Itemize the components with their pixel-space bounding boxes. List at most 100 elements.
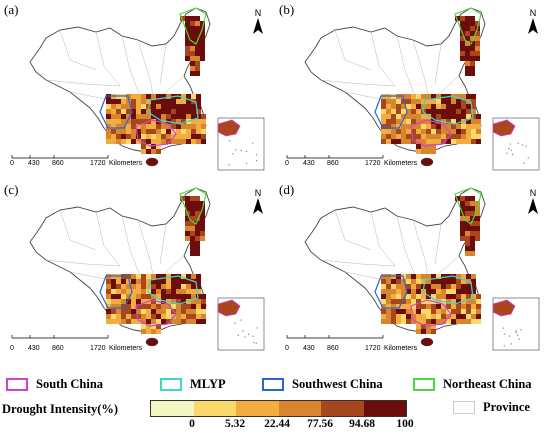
drought-cell — [126, 134, 131, 139]
scale-unit: Kilometers — [109, 160, 143, 167]
drought-cell — [451, 309, 456, 314]
drought-cell — [470, 226, 475, 231]
drought-cell — [475, 41, 480, 46]
drought-cell — [460, 226, 465, 231]
drought-cell — [106, 289, 111, 294]
drought-cell — [431, 109, 436, 114]
drought-cell — [180, 16, 185, 21]
drought-cell — [190, 241, 195, 246]
drought-cell — [171, 99, 176, 104]
drought-cell — [470, 211, 475, 216]
drought-cell — [141, 94, 146, 99]
drought-cell — [185, 36, 190, 41]
drought-cell — [476, 124, 481, 129]
panel-label: (a) — [4, 2, 19, 17]
island-dot — [252, 142, 254, 144]
drought-cell — [181, 129, 186, 134]
drought-cell — [466, 119, 471, 124]
drought-cell — [195, 196, 200, 201]
map-c — [11, 187, 265, 351]
drought-cell — [186, 139, 191, 144]
island-dot — [245, 150, 248, 153]
drought-cell — [406, 124, 411, 129]
drought-cell — [401, 279, 406, 284]
drought-cell — [475, 36, 480, 41]
drought-cell — [416, 94, 421, 99]
panel-label: (c) — [4, 182, 19, 197]
drought-cell — [441, 309, 446, 314]
drought-cell — [156, 274, 161, 279]
north-arrow-icon — [528, 198, 538, 214]
drought-cell — [200, 41, 205, 46]
drought-cell — [426, 134, 431, 139]
drought-cell — [176, 119, 181, 124]
drought-cell — [141, 139, 146, 144]
scale-bar-line — [286, 335, 384, 339]
drought-cell — [396, 119, 401, 124]
drought-cell — [431, 144, 436, 149]
drought-cell — [190, 216, 195, 221]
drought-cell — [131, 299, 136, 304]
drought-cell — [146, 139, 151, 144]
drought-cell — [406, 284, 411, 289]
drought-cell — [431, 124, 436, 129]
legend-province: Province — [453, 400, 530, 415]
drought-cell — [191, 289, 196, 294]
drought-cell — [470, 61, 475, 66]
drought-cell — [475, 51, 480, 56]
drought-cell — [460, 196, 465, 201]
drought-cell — [186, 274, 191, 279]
drought-cell — [441, 134, 446, 139]
drought-cell — [460, 41, 465, 46]
drought-cell — [126, 304, 131, 309]
province-boundary — [334, 29, 372, 71]
drought-cell — [176, 114, 181, 119]
drought-cell — [185, 201, 190, 206]
drought-cell — [200, 211, 205, 216]
drought-cell — [141, 329, 146, 334]
drought-cell — [466, 129, 471, 134]
drought-cell — [431, 319, 436, 324]
province-boundary — [370, 31, 396, 87]
drought-cell — [391, 319, 396, 324]
drought-cell — [471, 314, 476, 319]
drought-cell — [456, 299, 461, 304]
drought-cell — [116, 284, 121, 289]
drought-cell — [195, 221, 200, 226]
drought-cell — [190, 226, 195, 231]
drought-cell — [151, 309, 156, 314]
drought-cell — [451, 104, 456, 109]
drought-cell — [156, 149, 161, 154]
drought-cell — [185, 216, 190, 221]
drought-cell — [386, 139, 391, 144]
drought-cell — [441, 139, 446, 144]
north-arrow-icon — [528, 18, 538, 34]
drought-cell — [166, 304, 171, 309]
drought-cell — [151, 294, 156, 299]
region-label: Southwest China — [292, 377, 383, 391]
drought-cell — [146, 324, 151, 329]
drought-cell — [176, 299, 181, 304]
region-swatch — [160, 378, 182, 391]
drought-cell — [121, 314, 126, 319]
drought-cell — [116, 119, 121, 124]
drought-cell — [131, 309, 136, 314]
drought-cell — [111, 104, 116, 109]
drought-cell — [186, 109, 191, 114]
drought-cell — [131, 99, 136, 104]
drought-cell — [191, 124, 196, 129]
drought-cell — [470, 71, 475, 76]
scale-tick: 0 — [10, 345, 14, 352]
drought-cell — [156, 94, 161, 99]
drought-cell — [416, 134, 421, 139]
drought-cell — [471, 94, 476, 99]
drought-cell — [190, 66, 195, 71]
drought-cell — [131, 289, 136, 294]
drought-cell — [166, 94, 171, 99]
drought-cell — [126, 139, 131, 144]
drought-cell — [451, 314, 456, 319]
drought-cell — [471, 114, 476, 119]
scale-tick: 1720 — [90, 160, 106, 167]
map-panel-a: (a) — [0, 0, 275, 180]
drought-cell — [190, 201, 195, 206]
